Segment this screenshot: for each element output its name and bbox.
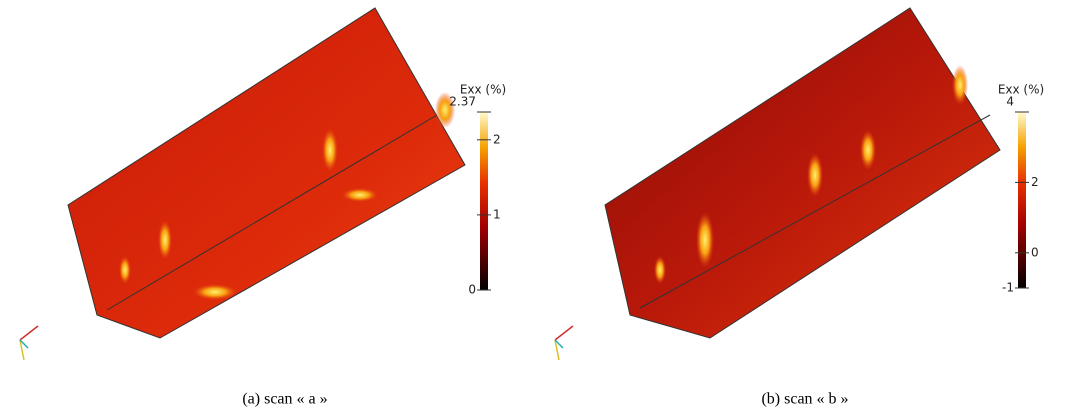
colorbar-tick-label: 1 — [493, 207, 501, 221]
axes-icon-b — [554, 325, 574, 361]
colorbar-tick-label: -1 — [1002, 281, 1014, 295]
colorbar-title: Exx (%) — [460, 83, 506, 97]
colorbar-tick-label: 2.37 — [449, 95, 476, 109]
colorbar-tick-label: 0 — [468, 283, 476, 297]
colorbar-tick-label: 0 — [1031, 245, 1039, 259]
colorbar — [480, 112, 488, 290]
axes-icon-a — [19, 325, 39, 361]
colorbar — [1018, 112, 1026, 288]
caption: (b) scan « b » — [761, 391, 848, 408]
colorbar-title: Exx (%) — [998, 83, 1044, 97]
colorbar-tick-label: 4 — [1006, 95, 1014, 109]
caption: (a) scan « a » — [242, 391, 327, 408]
render-a — [67, 7, 466, 339]
colorbar-tick-label: 2 — [493, 132, 501, 146]
colorbar-tick-label: 2 — [1031, 175, 1039, 189]
render-b — [604, 7, 1001, 339]
